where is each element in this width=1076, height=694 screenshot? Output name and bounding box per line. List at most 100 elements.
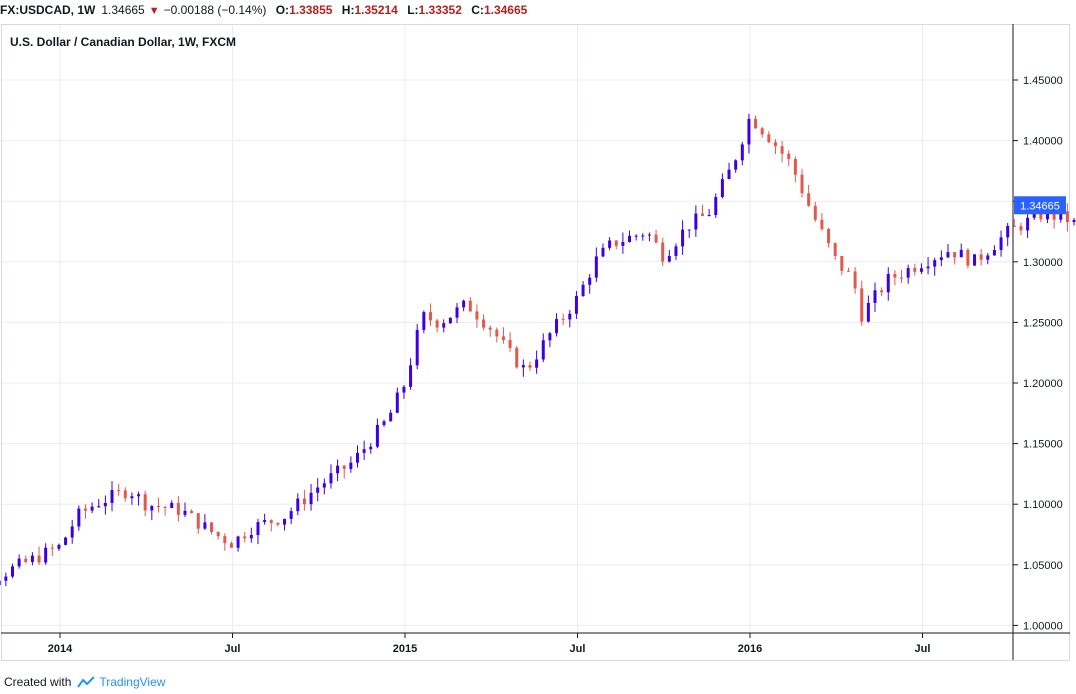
candle-body[interactable] bbox=[641, 235, 645, 237]
candle-body[interactable] bbox=[820, 219, 824, 229]
time-axis[interactable]: 2014Jul2015Jul2016Jul2017Jul2018Jul2019J… bbox=[48, 633, 1076, 655]
candle-body[interactable] bbox=[846, 270, 850, 272]
candle-body[interactable] bbox=[249, 535, 253, 539]
candle-body[interactable] bbox=[946, 252, 950, 258]
candle-body[interactable] bbox=[70, 526, 74, 538]
candle-body[interactable] bbox=[455, 307, 459, 318]
candle-body[interactable] bbox=[375, 424, 379, 447]
candle-body[interactable] bbox=[355, 452, 359, 463]
candle-body[interactable] bbox=[190, 510, 194, 514]
candle-body[interactable] bbox=[720, 179, 724, 198]
candle-body[interactable] bbox=[415, 329, 419, 366]
candle-body[interactable] bbox=[382, 421, 386, 425]
candle-body[interactable] bbox=[860, 288, 864, 322]
price-axis[interactable]: 1.450001.400001.350001.300001.250001.200… bbox=[1013, 75, 1063, 632]
candle-body[interactable] bbox=[316, 487, 320, 493]
candle-body[interactable] bbox=[243, 536, 247, 539]
candle-series[interactable] bbox=[0, 113, 1076, 609]
candle-body[interactable] bbox=[389, 412, 393, 422]
candle-body[interactable] bbox=[342, 465, 346, 469]
candle-body[interactable] bbox=[1045, 210, 1049, 220]
candle-body[interactable] bbox=[740, 144, 744, 161]
candle-body[interactable] bbox=[150, 506, 154, 511]
candle-body[interactable] bbox=[574, 296, 578, 314]
candle-body[interactable] bbox=[448, 317, 452, 324]
candle-body[interactable] bbox=[561, 319, 565, 321]
candle-body[interactable] bbox=[236, 536, 240, 548]
candle-body[interactable] bbox=[979, 254, 983, 260]
candle-body[interactable] bbox=[263, 520, 267, 523]
candle-body[interactable] bbox=[77, 508, 81, 527]
candle-body[interactable] bbox=[17, 558, 21, 567]
candle-body[interactable] bbox=[913, 268, 917, 272]
candle-body[interactable] bbox=[1006, 225, 1010, 238]
candle-body[interactable] bbox=[1059, 211, 1063, 220]
candle-body[interactable] bbox=[1072, 219, 1076, 223]
candle-body[interactable] bbox=[30, 555, 34, 562]
candle-body[interactable] bbox=[176, 502, 180, 515]
candle-body[interactable] bbox=[880, 290, 884, 293]
candle-body[interactable] bbox=[634, 235, 638, 237]
candle-body[interactable] bbox=[953, 252, 957, 258]
candle-body[interactable] bbox=[203, 522, 207, 529]
candle-body[interactable] bbox=[973, 254, 977, 266]
candle-body[interactable] bbox=[853, 271, 857, 289]
candle-body[interactable] bbox=[694, 213, 698, 230]
candle-body[interactable] bbox=[807, 193, 811, 206]
candle-body[interactable] bbox=[568, 313, 572, 320]
candle-body[interactable] bbox=[581, 284, 585, 297]
candle-body[interactable] bbox=[661, 242, 665, 262]
candle-body[interactable] bbox=[906, 268, 910, 278]
candle-body[interactable] bbox=[10, 566, 14, 577]
candle-body[interactable] bbox=[369, 446, 373, 450]
candle-body[interactable] bbox=[933, 260, 937, 267]
candle-body[interactable] bbox=[428, 312, 432, 321]
candle-body[interactable] bbox=[608, 240, 612, 248]
candle-body[interactable] bbox=[734, 160, 738, 170]
candle-body[interactable] bbox=[780, 146, 784, 154]
candle-body[interactable] bbox=[588, 277, 592, 285]
candle-body[interactable] bbox=[110, 490, 114, 503]
candle-body[interactable] bbox=[926, 266, 930, 269]
candle-body[interactable] bbox=[1032, 211, 1036, 218]
candle-body[interactable] bbox=[535, 359, 539, 368]
candle-body[interactable] bbox=[760, 128, 764, 135]
candle-body[interactable] bbox=[687, 229, 691, 231]
candle-body[interactable] bbox=[0, 580, 1, 586]
candle-body[interactable] bbox=[336, 465, 340, 474]
candle-body[interactable] bbox=[329, 473, 333, 484]
candle-body[interactable] bbox=[727, 169, 731, 180]
candle-body[interactable] bbox=[362, 449, 366, 453]
candle-body[interactable] bbox=[501, 336, 505, 340]
candle-body[interactable] bbox=[555, 319, 559, 334]
candle-body[interactable] bbox=[97, 506, 101, 508]
candle-body[interactable] bbox=[50, 547, 54, 549]
candle-body[interactable] bbox=[1052, 210, 1056, 220]
candle-body[interactable] bbox=[681, 229, 685, 247]
candle-body[interactable] bbox=[707, 215, 711, 217]
candle-body[interactable] bbox=[986, 255, 990, 260]
candle-body[interactable] bbox=[495, 329, 499, 337]
candle-body[interactable] bbox=[873, 290, 877, 303]
candle-body[interactable] bbox=[170, 502, 174, 508]
candle-body[interactable] bbox=[939, 257, 943, 261]
candle-body[interactable] bbox=[714, 197, 718, 216]
candle-body[interactable] bbox=[528, 365, 532, 368]
candle-body[interactable] bbox=[541, 340, 545, 360]
candle-body[interactable] bbox=[508, 339, 512, 348]
candle-body[interactable] bbox=[117, 490, 121, 492]
candle-body[interactable] bbox=[1019, 226, 1023, 231]
candle-body[interactable] bbox=[442, 323, 446, 328]
candle-body[interactable] bbox=[747, 118, 751, 145]
candle-body[interactable] bbox=[647, 234, 651, 236]
candle-body[interactable] bbox=[767, 134, 771, 143]
candle-body[interactable] bbox=[482, 319, 486, 328]
candle-body[interactable] bbox=[515, 347, 519, 368]
candle-body[interactable] bbox=[654, 234, 658, 243]
candle-body[interactable] bbox=[548, 333, 552, 341]
candle-body[interactable] bbox=[422, 312, 426, 330]
candle-body[interactable] bbox=[183, 510, 187, 515]
candle-body[interactable] bbox=[276, 522, 280, 525]
candle-body[interactable] bbox=[196, 513, 200, 529]
